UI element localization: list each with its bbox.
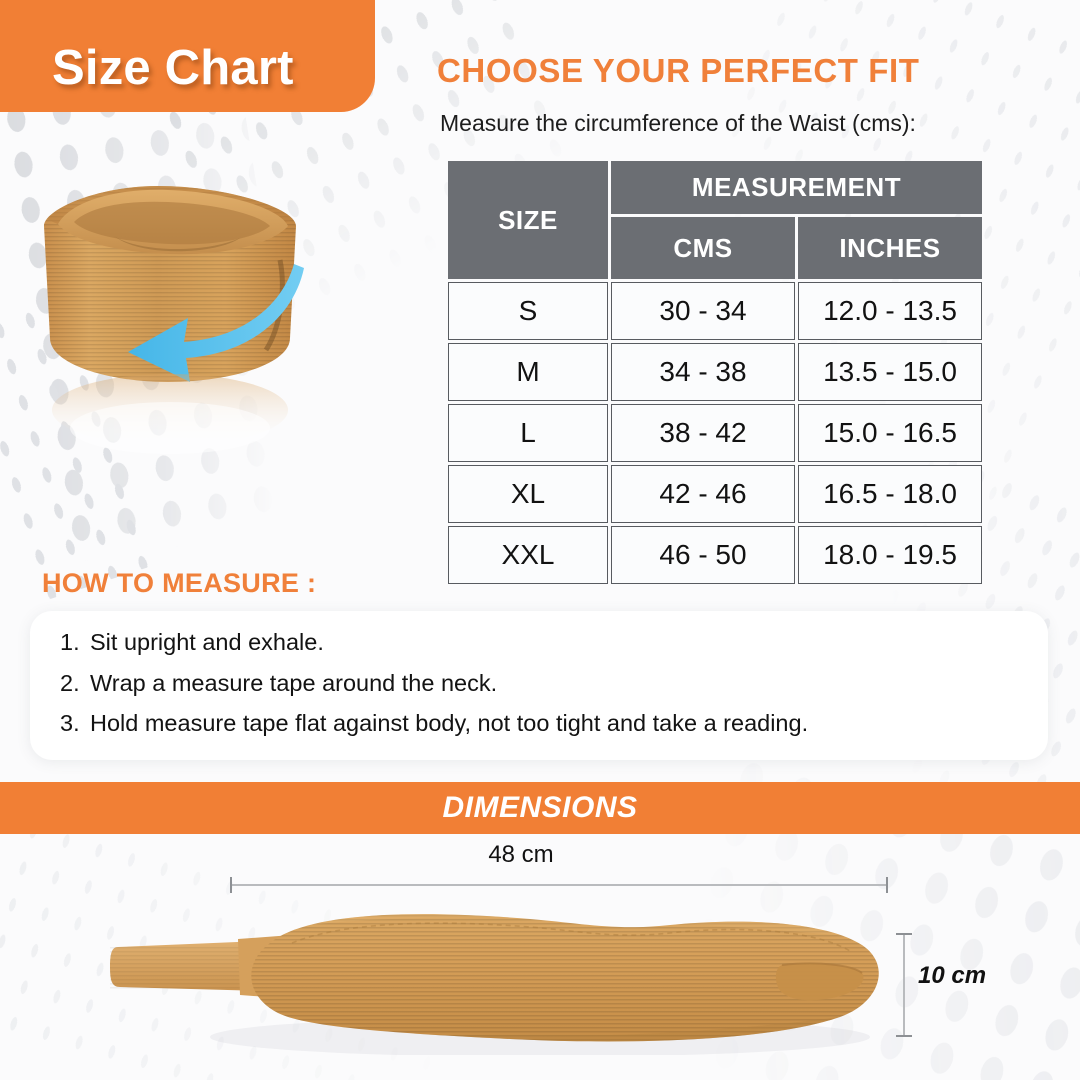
list-item-number: 2. — [60, 669, 80, 696]
how-to-measure-heading: HOW TO MEASURE : — [42, 568, 317, 598]
list-item-text: Hold measure tape flat against body, not… — [90, 710, 809, 736]
size-table: SIZE MEASUREMENT CMS INCHES S 30 - 34 12… — [445, 158, 985, 587]
list-item: 1. Sit upright and exhale. — [60, 629, 1020, 655]
column-header-size: SIZE — [448, 161, 608, 279]
title-banner: Size Chart — [0, 0, 375, 112]
cell-cms: 38 - 42 — [611, 404, 795, 462]
cell-size: L — [448, 404, 608, 462]
cell-size: XL — [448, 465, 608, 523]
list-item: 3. Hold measure tape flat against body, … — [60, 710, 1020, 736]
collar-flat-illustration — [110, 914, 879, 1057]
table-header-row-2: CMS INCHES — [448, 217, 982, 279]
cell-inches: 16.5 - 18.0 — [798, 465, 982, 523]
size-table-body: S 30 - 34 12.0 - 13.5 M 34 - 38 13.5 - 1… — [448, 282, 982, 584]
cell-inches: 13.5 - 15.0 — [798, 343, 982, 401]
page-title: Size Chart — [52, 41, 294, 95]
collar-illustration — [44, 186, 304, 454]
cell-size: M — [448, 343, 608, 401]
cell-inches: 15.0 - 16.5 — [798, 404, 982, 462]
cell-cms: 34 - 38 — [611, 343, 795, 401]
cell-size: XXL — [448, 526, 608, 584]
dimensions-title: DIMENSIONS — [442, 791, 638, 824]
cell-cms: 42 - 46 — [611, 465, 795, 523]
dimensions-banner: DIMENSIONS — [0, 782, 1080, 834]
table-row: XXL 46 - 50 18.0 - 19.5 — [448, 526, 982, 584]
cell-cms: 46 - 50 — [611, 526, 795, 584]
column-header-measurement: MEASUREMENT — [611, 161, 982, 215]
fit-heading: CHOOSE YOUR PERFECT FIT — [437, 52, 920, 89]
how-to-measure-card: 1. Sit upright and exhale. 2. Wrap a mea… — [30, 611, 1048, 760]
list-item-text: Sit upright and exhale. — [90, 629, 324, 655]
product-image-collar-flat — [110, 895, 900, 1057]
cell-inches: 12.0 - 13.5 — [798, 282, 982, 340]
column-header-inches: INCHES — [798, 217, 982, 279]
table-header-row-1: SIZE MEASUREMENT — [448, 161, 982, 279]
width-dimension-line — [230, 877, 888, 893]
table-row: M 34 - 38 13.5 - 15.0 — [448, 343, 982, 401]
list-item-number: 1. — [60, 629, 80, 655]
height-dimension-label: 10 cm — [918, 962, 987, 989]
measure-subtitle: Measure the circumference of the Waist (… — [440, 110, 916, 136]
list-item-text: Wrap a measure tape around the neck. — [90, 669, 498, 696]
size-table-head: SIZE MEASUREMENT CMS INCHES — [448, 161, 982, 279]
how-to-measure-list: 1. Sit upright and exhale. 2. Wrap a mea… — [60, 629, 1020, 736]
product-image-collar-front — [18, 160, 348, 490]
column-header-cms: CMS — [611, 217, 795, 279]
list-item: 2. Wrap a measure tape around the neck. — [60, 669, 1020, 696]
width-dimension-label: 48 cm — [488, 841, 554, 868]
cell-size: S — [448, 282, 608, 340]
list-item-number: 3. — [60, 710, 80, 736]
cell-inches: 18.0 - 19.5 — [798, 526, 982, 584]
table-row: XL 42 - 46 16.5 - 18.0 — [448, 465, 982, 523]
cell-cms: 30 - 34 — [611, 282, 795, 340]
table-row: S 30 - 34 12.0 - 13.5 — [448, 282, 982, 340]
table-row: L 38 - 42 15.0 - 16.5 — [448, 404, 982, 462]
height-dimension-line — [896, 933, 912, 1037]
